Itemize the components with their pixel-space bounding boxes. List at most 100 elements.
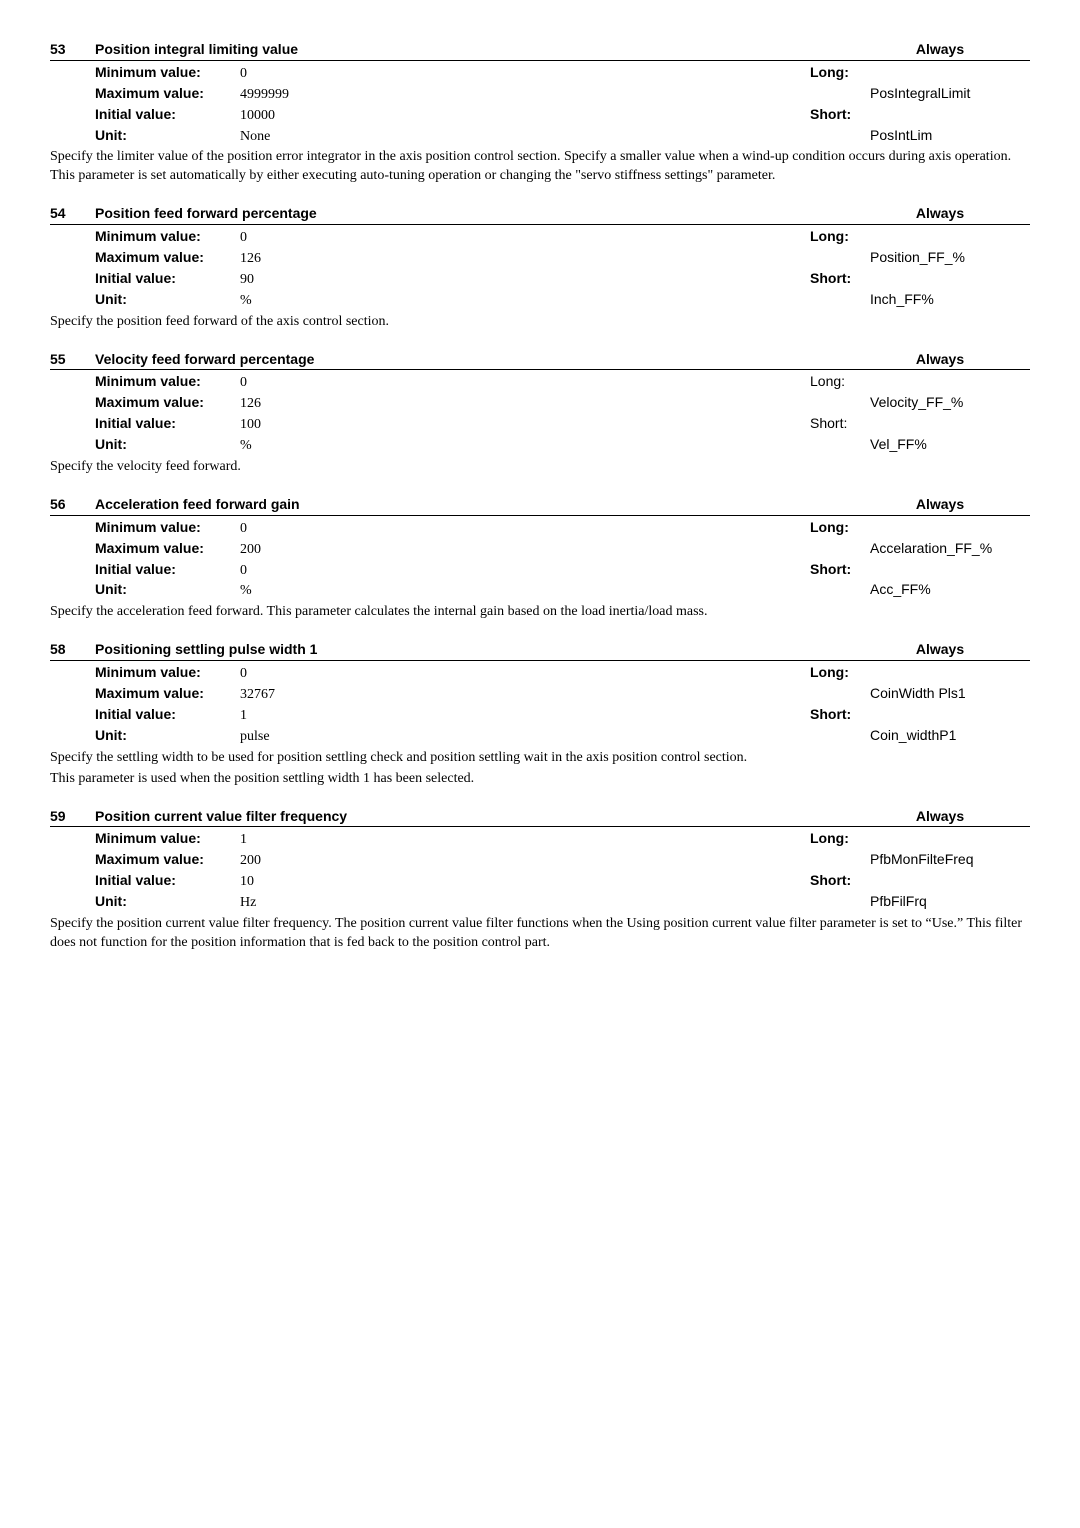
label-min: Minimum value: xyxy=(95,63,240,82)
label-min: Minimum value: xyxy=(95,518,240,537)
row-min: Minimum value:0Long: xyxy=(50,663,1030,684)
value-init: 10 xyxy=(240,873,810,892)
label-max: Maximum value: xyxy=(95,248,240,267)
code-long: Position_FF_% xyxy=(870,248,1030,267)
param-title: Acceleration feed forward gain xyxy=(95,495,850,514)
value-max: 4999999 xyxy=(240,86,810,105)
param-always: Always xyxy=(850,40,1030,59)
row-min: Minimum value:0Long: xyxy=(50,227,1030,248)
label-max: Maximum value: xyxy=(95,84,240,103)
row-max: Maximum value:32767CoinWidth Pls1 xyxy=(50,684,1030,705)
row-min: Minimum value:0Long: xyxy=(50,63,1030,84)
code-short: PosIntLim xyxy=(870,126,1030,145)
label-long: Long: xyxy=(810,372,870,391)
param-header: 59Position current value filter frequenc… xyxy=(50,807,1030,828)
param-description: Specify the settling width to be used fo… xyxy=(50,749,1030,768)
param-description: Specify the position current value filte… xyxy=(50,915,1030,953)
param-block: 58Positioning settling pulse width 1Alwa… xyxy=(50,640,1030,788)
label-init: Initial value: xyxy=(95,560,240,579)
value-min: 0 xyxy=(240,229,810,248)
param-always: Always xyxy=(850,350,1030,369)
param-description: Specify the acceleration feed forward. T… xyxy=(50,603,1030,622)
label-init: Initial value: xyxy=(95,105,240,124)
param-always: Always xyxy=(850,807,1030,826)
row-init: Initial value:100Short: xyxy=(50,414,1030,435)
value-init: 100 xyxy=(240,416,810,435)
row-min: Minimum value:1Long: xyxy=(50,829,1030,850)
code-short: PfbFilFrq xyxy=(870,892,1030,911)
label-long: Long: xyxy=(810,227,870,246)
label-init: Initial value: xyxy=(95,269,240,288)
label-init: Initial value: xyxy=(95,414,240,433)
label-init: Initial value: xyxy=(95,871,240,890)
row-init: Initial value:10000Short: xyxy=(50,105,1030,126)
row-unit: Unit:Hz PfbFilFrq xyxy=(50,892,1030,913)
row-unit: Unit:%Vel_FF% xyxy=(50,435,1030,456)
value-max: 200 xyxy=(240,852,810,871)
label-max: Maximum value: xyxy=(95,539,240,558)
param-description: This parameter is used when the position… xyxy=(50,770,1030,789)
param-description: Specify the limiter value of the positio… xyxy=(50,148,1030,186)
value-min: 0 xyxy=(240,65,810,84)
value-max: 32767 xyxy=(240,686,810,705)
label-min: Minimum value: xyxy=(95,227,240,246)
value-max: 200 xyxy=(240,541,810,560)
label-unit: Unit: xyxy=(95,435,240,454)
label-short: Short: xyxy=(810,560,870,579)
param-number: 54 xyxy=(50,204,95,223)
label-long: Long: xyxy=(810,63,870,82)
value-max: 126 xyxy=(240,395,810,414)
label-unit: Unit: xyxy=(95,892,240,911)
row-max: Maximum value:126Velocity_FF_% xyxy=(50,393,1030,414)
row-max: Maximum value:126 Position_FF_% xyxy=(50,248,1030,269)
code-short: Acc_FF% xyxy=(870,580,1030,599)
label-max: Maximum value: xyxy=(95,850,240,869)
value-min: 0 xyxy=(240,665,810,684)
code-long: CoinWidth Pls1 xyxy=(870,684,1030,703)
label-long: Long: xyxy=(810,663,870,682)
label-short: Short: xyxy=(810,871,870,890)
value-min: 1 xyxy=(240,831,810,850)
label-min: Minimum value: xyxy=(95,372,240,391)
row-unit: Unit:None PosIntLim xyxy=(50,126,1030,147)
label-min: Minimum value: xyxy=(95,829,240,848)
param-header: 56Acceleration feed forward gainAlways xyxy=(50,495,1030,516)
row-init: Initial value:0Short: xyxy=(50,560,1030,581)
param-always: Always xyxy=(850,495,1030,514)
label-init: Initial value: xyxy=(95,705,240,724)
label-long: Long: xyxy=(810,518,870,537)
param-block: 53Position integral limiting valueAlways… xyxy=(50,40,1030,186)
value-unit: % xyxy=(240,582,810,601)
param-header: 58Positioning settling pulse width 1Alwa… xyxy=(50,640,1030,661)
value-init: 90 xyxy=(240,271,810,290)
row-init: Initial value:90Short: xyxy=(50,269,1030,290)
value-unit: None xyxy=(240,128,810,147)
code-short: Coin_widthP1 xyxy=(870,726,1030,745)
value-max: 126 xyxy=(240,250,810,269)
param-title: Position current value filter frequency xyxy=(95,807,850,826)
param-number: 55 xyxy=(50,350,95,369)
label-short: Short: xyxy=(810,105,870,124)
label-unit: Unit: xyxy=(95,726,240,745)
code-long: PosIntegralLimit xyxy=(870,84,1030,103)
code-long: PfbMonFilteFreq xyxy=(870,850,1030,869)
value-unit: pulse xyxy=(240,728,810,747)
parameter-document: 53Position integral limiting valueAlways… xyxy=(50,40,1030,953)
label-max: Maximum value: xyxy=(95,393,240,412)
param-title: Position feed forward percentage xyxy=(95,204,850,223)
label-unit: Unit: xyxy=(95,126,240,145)
label-short: Short: xyxy=(810,414,870,433)
value-unit: % xyxy=(240,437,810,456)
param-description: Specify the position feed forward of the… xyxy=(50,313,1030,332)
param-block: 56Acceleration feed forward gainAlwaysMi… xyxy=(50,495,1030,622)
code-short: Inch_FF% xyxy=(870,290,1030,309)
param-header: 55Velocity feed forward percentageAlways xyxy=(50,350,1030,371)
param-always: Always xyxy=(850,204,1030,223)
param-block: 54Position feed forward percentageAlways… xyxy=(50,204,1030,331)
row-unit: Unit:%Acc_FF% xyxy=(50,580,1030,601)
value-unit: Hz xyxy=(240,894,810,913)
param-description: Specify the velocity feed forward. xyxy=(50,458,1030,477)
param-number: 53 xyxy=(50,40,95,59)
param-title: Position integral limiting value xyxy=(95,40,850,59)
row-min: Minimum value:0Long: xyxy=(50,518,1030,539)
